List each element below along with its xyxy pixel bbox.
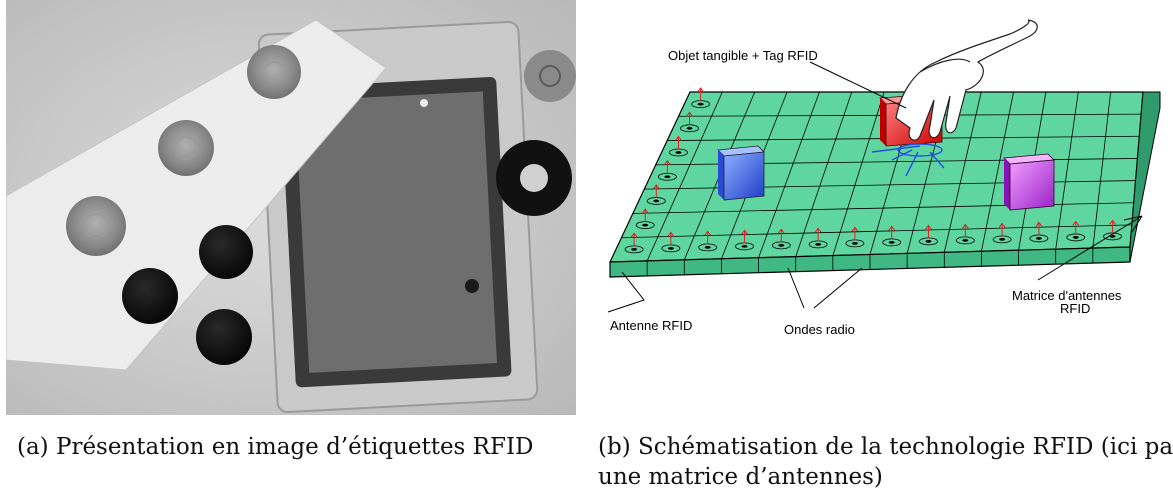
radio-wave-arrow — [1035, 221, 1043, 236]
radio-wave-arrow — [1109, 219, 1116, 234]
antenna-core — [664, 175, 671, 179]
label-object-tag: Objet tangible + Tag RFID — [668, 48, 818, 63]
label-antenna: Antenne RFID — [610, 318, 692, 333]
antenna-core — [741, 244, 748, 248]
radio-wave-arrow — [851, 226, 859, 241]
grid-line — [795, 91, 853, 257]
radio-wave-arrow — [641, 208, 649, 223]
caption-figure-a: (a) Présentation en image d’étiquettes R… — [17, 434, 534, 460]
grid-line — [1055, 91, 1079, 250]
antenna-row — [624, 87, 1122, 254]
caption-figure-b: (b) Schématisation de la technologie RFI… — [598, 432, 1173, 492]
radio-wave-arrow — [814, 227, 822, 242]
radio-wave-arrow — [777, 228, 785, 243]
antenna-core — [631, 247, 638, 251]
grid-line — [943, 91, 982, 253]
radio-wave-arrow — [675, 135, 682, 150]
radio-wave-arrow — [704, 230, 712, 245]
label-radio-waves: Ondes radio — [784, 322, 855, 337]
label-matrix-line2: RFID — [1060, 301, 1090, 316]
antenna-core — [675, 151, 682, 154]
caption-figure-b-line2: une matrice d’antennes) — [598, 464, 883, 490]
antenna-core — [704, 245, 711, 249]
radio-wave-arrow — [961, 223, 969, 238]
grid-line — [758, 91, 820, 258]
rfid-tag — [247, 45, 301, 99]
figure-a-photo — [6, 0, 576, 415]
dark-token — [122, 268, 178, 324]
grid-line — [832, 91, 885, 256]
rfid-tags-photo — [6, 0, 576, 415]
leader-lines — [607, 61, 1143, 313]
rfid-tag — [66, 196, 126, 256]
grid-line — [981, 91, 1014, 252]
radio-wave-arrow — [1072, 220, 1080, 235]
antenna-core — [653, 199, 660, 203]
antenna-core — [667, 246, 674, 250]
caption-figure-b-line1: (b) Schématisation de la technologie RFI… — [598, 434, 1173, 460]
radio-wave-arrow — [686, 111, 693, 126]
radio-wave-arrow — [741, 229, 748, 244]
antenna-core — [888, 240, 895, 244]
purple-cube — [1003, 153, 1055, 211]
antenna-core — [697, 102, 704, 106]
radio-wave-arrows — [871, 143, 945, 177]
antenna-core — [686, 126, 693, 130]
antenna-core — [925, 240, 932, 243]
grid-line — [646, 91, 723, 262]
radio-wave-arrow — [888, 225, 896, 240]
antenna-core — [815, 242, 822, 246]
antenna-core — [1109, 235, 1116, 238]
dark-token — [196, 309, 252, 365]
radio-wave-arrow — [652, 184, 660, 198]
blue-cube — [717, 145, 765, 201]
hand-illustration — [895, 19, 1038, 141]
radio-wave-arrow — [630, 232, 638, 247]
antenna-matrix-board — [609, 91, 1161, 278]
rfid-tag — [524, 50, 576, 102]
rfid-tag — [158, 120, 214, 176]
figure-b-diagram: Objet tangible + Tag RFID Antenne RFID O… — [600, 0, 1173, 415]
antenna-core — [1072, 236, 1079, 239]
antenna-core — [778, 243, 785, 247]
antenna-core — [851, 241, 858, 245]
antenna-core — [1035, 237, 1042, 240]
antenna-core — [999, 238, 1006, 241]
antenna-core — [962, 239, 969, 242]
radio-wave-arrow — [667, 231, 675, 246]
grid-line — [621, 224, 1132, 239]
rfid-matrix-diagram: Objet tangible + Tag RFID Antenne RFID O… — [607, 19, 1161, 337]
radio-wave-arrow — [663, 159, 671, 174]
radio-wave-arrow — [925, 224, 932, 239]
label-matrix-line1: Matrice d'antennes — [1012, 288, 1122, 303]
antenna-core — [642, 223, 649, 227]
radio-wave-arrow — [697, 87, 705, 102]
grid-line — [1092, 91, 1112, 249]
radio-wave-arrow — [998, 222, 1006, 237]
tag-strip — [6, 19, 387, 371]
dark-token — [199, 225, 253, 279]
